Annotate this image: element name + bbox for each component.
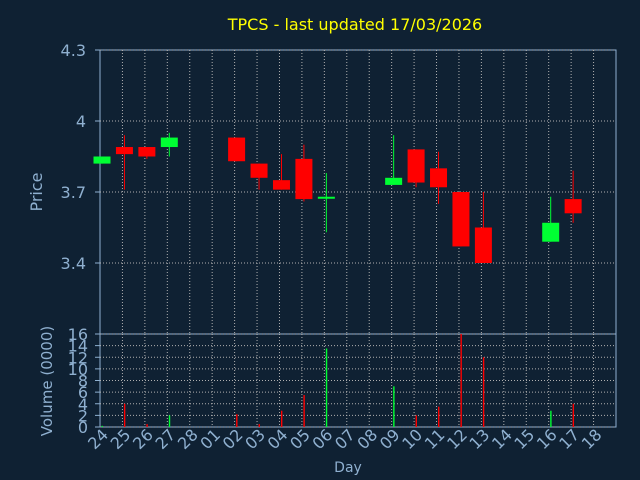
- price-panel: 3.4 3.7 4 4.3 Price: [27, 41, 617, 335]
- price-y-tick-label: 3.7: [61, 183, 86, 202]
- candle-body: [160, 137, 178, 148]
- candle-body: [115, 147, 133, 155]
- candle-body: [317, 196, 335, 199]
- volume-bar: [572, 403, 575, 427]
- volume-y-tick-label: 14: [68, 337, 88, 356]
- volume-bar: [101, 425, 103, 427]
- volume-grid: [100, 333, 616, 428]
- volume-bar: [460, 334, 462, 427]
- candle-body: [474, 227, 492, 263]
- volume-bar: [550, 410, 552, 427]
- candle-body: [295, 158, 313, 200]
- chart-title: TPCS - last updated 17/03/2026: [227, 15, 482, 34]
- volume-bar: [415, 415, 417, 427]
- volume-bar: [236, 414, 238, 427]
- price-y-ticks: 3.4 3.7 4 4.3: [61, 41, 100, 273]
- volume-y-tick-label: 4: [78, 395, 88, 414]
- price-y-axis-label: Price: [27, 172, 46, 211]
- volume-y-axis-label: Volume (0000): [38, 326, 56, 436]
- candle-body: [385, 177, 403, 185]
- volume-y-tick-label: 16: [68, 325, 88, 344]
- volume-bar: [168, 415, 171, 427]
- candle-body: [272, 180, 290, 190]
- candle-body: [93, 156, 111, 164]
- volume-y-tick-label: 12: [68, 348, 88, 367]
- candle-body: [542, 222, 560, 242]
- price-y-tick-label: 3.4: [61, 254, 86, 273]
- price-grid: [100, 49, 616, 334]
- candles: [93, 132, 582, 263]
- candle-body: [228, 137, 246, 162]
- volume-y-tick-label: 2: [78, 406, 88, 425]
- x-tick-labels: 2425262728010203040506070809101112131415…: [84, 425, 605, 453]
- candle-body: [430, 168, 448, 188]
- candle-body: [250, 163, 268, 178]
- candle-body: [407, 149, 425, 183]
- volume-y-tick-label: 8: [78, 372, 88, 391]
- volume-y-tick-label: 0: [78, 418, 88, 437]
- volume-bar: [280, 410, 283, 427]
- volume-bar: [258, 424, 260, 427]
- volume-y-tick-label: 10: [68, 360, 88, 379]
- volume-bars: [101, 334, 575, 427]
- volume-bar: [303, 395, 305, 427]
- candle-body: [452, 192, 470, 247]
- x-tick-label: 18: [578, 425, 606, 453]
- volume-bar: [123, 403, 126, 427]
- volume-bar: [482, 357, 485, 427]
- volume-bar: [146, 424, 148, 427]
- x-axis-label: Day: [334, 460, 362, 476]
- candle-body: [138, 147, 156, 157]
- candle-body: [564, 199, 582, 214]
- volume-bar: [438, 406, 440, 427]
- volume-bar: [393, 386, 395, 427]
- price-y-tick-label: 4.3: [61, 41, 86, 60]
- volume-bar: [325, 348, 328, 427]
- volume-y-tick-label: 6: [78, 383, 88, 402]
- price-y-tick-label: 4: [76, 112, 86, 131]
